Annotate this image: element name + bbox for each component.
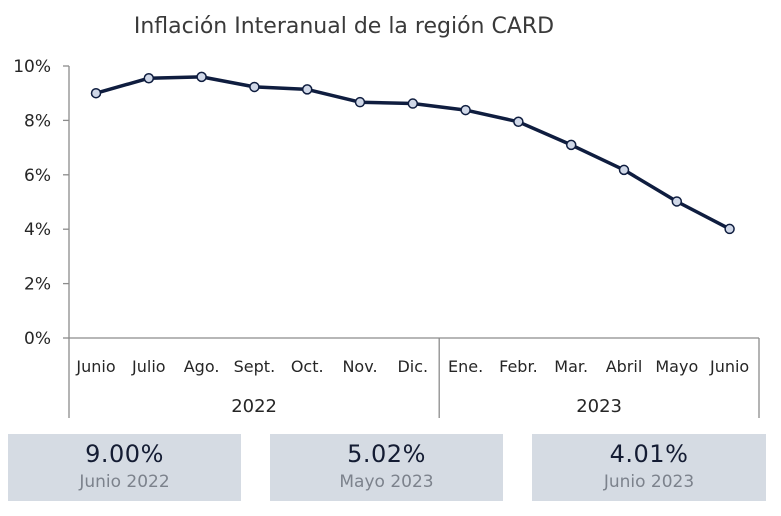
x-tick-label: Abril (606, 357, 643, 376)
y-tick-label: 6% (24, 166, 51, 186)
stat-label: Mayo 2023 (339, 472, 434, 492)
stat-card-june-2023: 4.01% Junio 2023 (532, 434, 766, 501)
series-line-group (90, 71, 735, 235)
data-point (671, 196, 683, 207)
chart-title: Inflación Interanual de la región CARD (134, 14, 554, 39)
x-tick-label: Febr. (499, 357, 538, 376)
data-point (301, 84, 313, 95)
x-tick-label: Oct. (291, 357, 324, 376)
data-point (618, 164, 630, 176)
x-tick-label: Nov. (342, 357, 377, 376)
stat-value: 4.01% (609, 440, 689, 468)
data-point (407, 98, 419, 109)
x-group-label: 2022 (231, 396, 277, 417)
x-axis: Junio Julio Ago. Sept. Oct. Nov. Dic. Ene. Febr.… (68, 337, 760, 418)
data-point (196, 71, 207, 83)
x-tick-label: Dic. (397, 357, 428, 376)
x-tick-label: Junio (75, 357, 115, 376)
x-group-label: 2023 (576, 396, 622, 417)
y-tick-label: 10% (13, 57, 51, 77)
stat-value: 5.02% (347, 440, 426, 468)
x-tick-label: Mar. (554, 357, 588, 376)
x-tick-label: Ago. (184, 357, 220, 376)
data-point (724, 223, 735, 235)
data-point (90, 87, 102, 99)
data-point (249, 81, 260, 93)
x-tick-label: Sept. (234, 357, 276, 376)
y-tick-label: 4% (24, 220, 51, 240)
y-tick-label: 0% (24, 329, 51, 349)
inflation-chart: Inflación Interanual de la región CARD 0… (13, 14, 760, 418)
y-tick-label: 8% (24, 111, 51, 131)
data-point (565, 139, 577, 151)
y-tick-label: 2% (24, 275, 51, 295)
x-tick-label: Ene. (448, 357, 483, 376)
data-point (354, 96, 366, 108)
data-point (143, 72, 155, 84)
stat-card-may-2023: 5.02% Mayo 2023 (270, 434, 503, 501)
x-tick-label: Junio (709, 357, 749, 376)
stat-card-june-2022: 9.00% Junio 2022 (8, 434, 241, 501)
stat-label: Junio 2022 (79, 472, 170, 492)
x-tick-label: Mayo (655, 357, 698, 376)
x-tick-label: Julio (131, 357, 166, 376)
data-point (513, 116, 524, 128)
stat-label: Junio 2023 (603, 472, 695, 492)
stat-value: 9.00% (85, 440, 164, 468)
data-point (460, 104, 471, 116)
y-axis: 0% 2% 4% 6% 8% 10% (13, 57, 70, 349)
